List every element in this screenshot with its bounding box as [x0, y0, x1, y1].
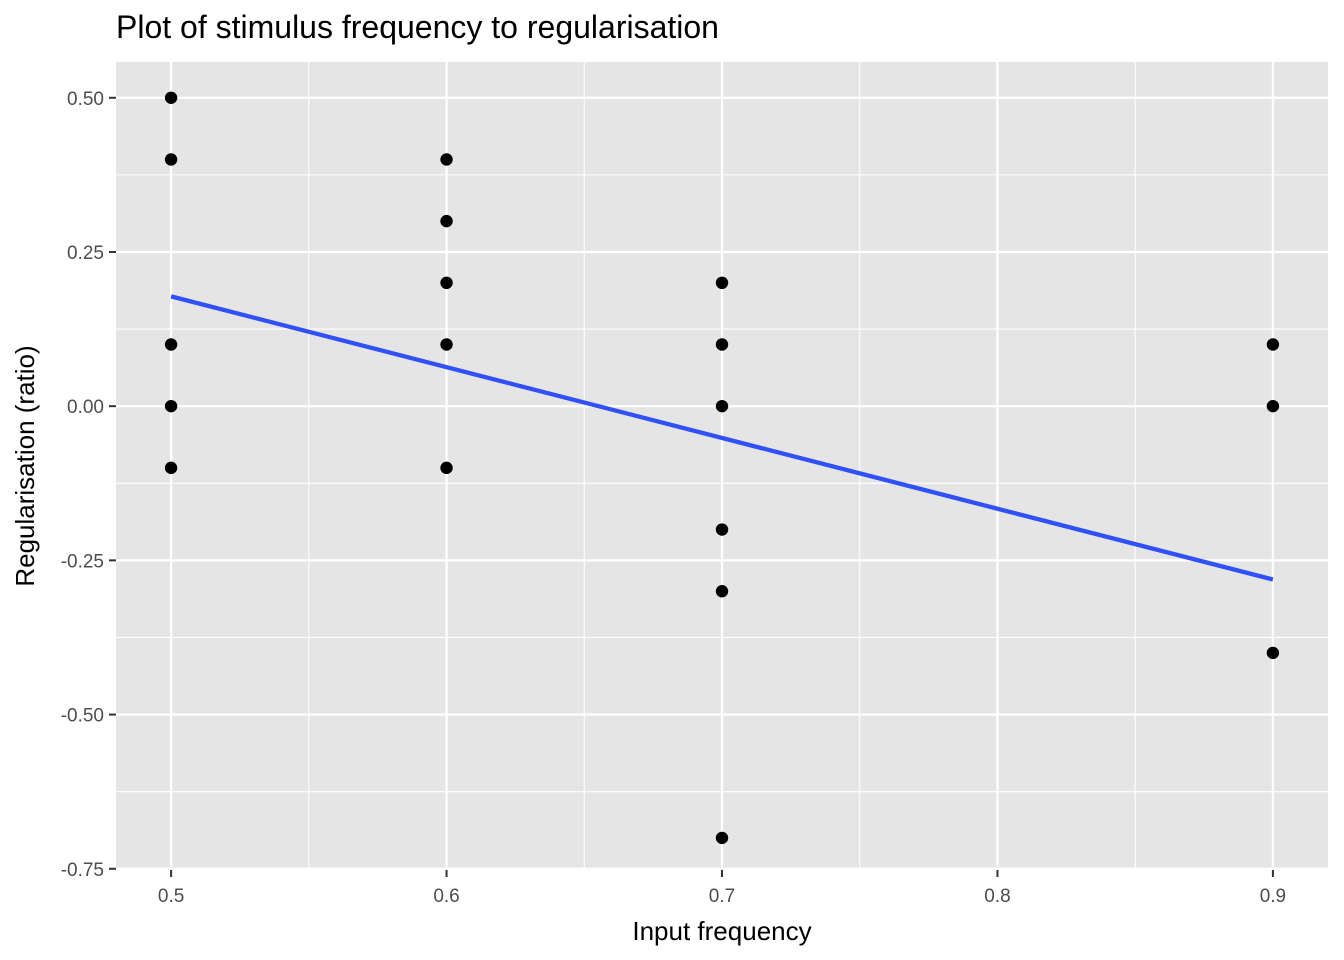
data-point-2 [164, 338, 178, 351]
data-point-0 [164, 91, 178, 104]
data-point-9 [440, 461, 453, 475]
trend-line-layer [170, 294, 1274, 582]
data-point-5 [440, 153, 453, 166]
y-tick-label-1: -0.50 [61, 706, 104, 727]
data-point-3 [164, 399, 178, 413]
y-tick-label-3: 0.00 [67, 397, 104, 418]
x-tick-label-0: 0.5 [158, 886, 184, 907]
y-tick-label-4: 0.25 [67, 243, 104, 264]
y-tick-label-0: -0.75 [61, 860, 104, 881]
data-point-10 [715, 276, 729, 290]
trend-line [170, 294, 1274, 582]
data-point-13 [715, 523, 729, 536]
chart-title: Plot of stimulus frequency to regularisa… [116, 9, 719, 45]
x-tick-label-2: 0.7 [709, 886, 735, 907]
y-axis-ticks: -0.75 -0.50 -0.25 0.00 0.25 0.50 [61, 89, 116, 881]
x-tick-label-4: 0.9 [1260, 886, 1286, 907]
data-point-15 [715, 831, 729, 845]
data-point-16 [1266, 338, 1280, 351]
data-point-17 [1266, 399, 1280, 413]
data-point-18 [1266, 646, 1280, 660]
data-point-12 [715, 399, 729, 413]
data-point-14 [715, 585, 729, 598]
x-tick-label-3: 0.8 [984, 886, 1010, 907]
x-axis-title: Input frequency [632, 916, 811, 946]
x-tick-label-1: 0.6 [433, 886, 459, 907]
data-point-8 [440, 338, 453, 351]
y-tick-label-5: 0.50 [67, 89, 104, 110]
y-tick-label-2: -0.25 [61, 551, 104, 572]
data-points [164, 91, 1280, 845]
data-point-6 [440, 214, 453, 228]
data-point-11 [715, 338, 729, 351]
y-axis-title: Regularisation (ratio) [10, 345, 40, 586]
data-point-7 [440, 276, 453, 290]
data-point-4 [164, 461, 178, 475]
data-point-1 [164, 153, 178, 166]
x-axis-ticks: 0.5 0.6 0.7 0.8 0.9 [158, 870, 1286, 907]
